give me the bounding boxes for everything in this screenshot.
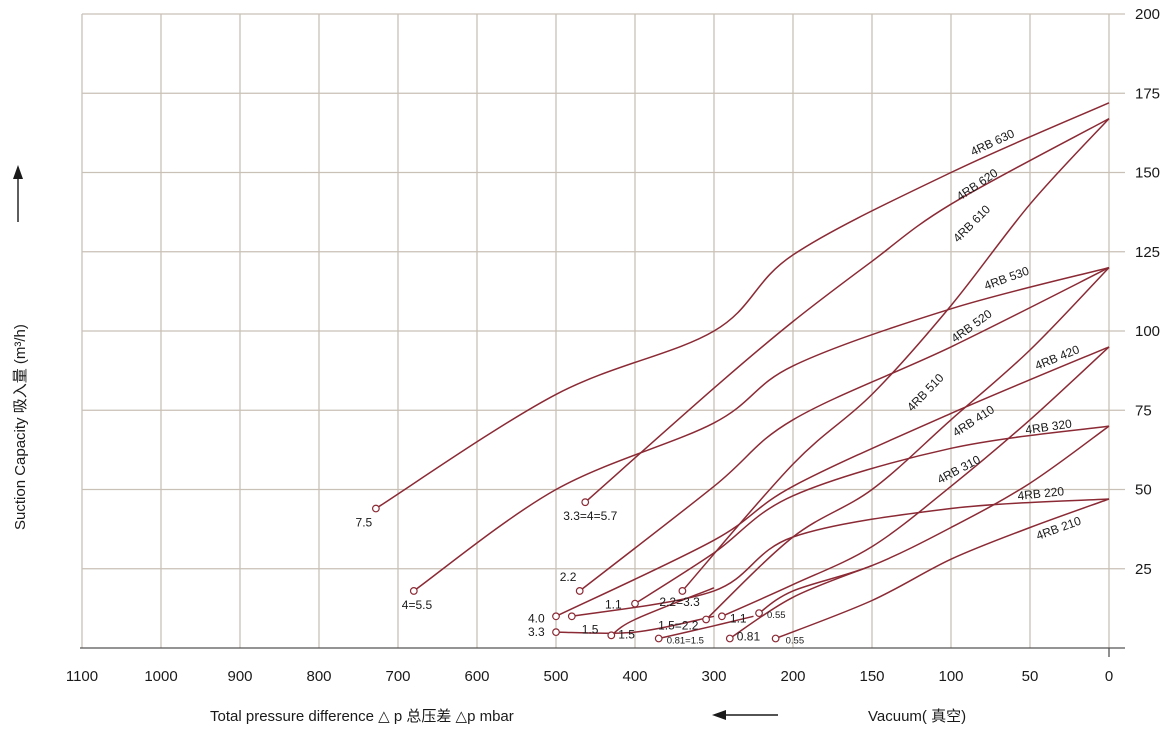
end-marker [567,612,576,621]
end-marker [771,634,780,643]
end-point-label: 2.2 [560,570,577,584]
end-marker [702,615,710,624]
end-point-label: 3.3=4=5.7 [563,509,617,523]
vacuum-label: Vacuum( 真空) [868,707,966,725]
series-line [610,587,715,636]
y-tick-label: 50 [1135,482,1152,499]
end-point-label: 3.3 [528,625,545,639]
y-tick-labels: 25 50 75 100 125 150 175 200 [1135,6,1160,578]
x-tick-label: 150 [859,668,884,685]
end-point-label: 0.55 [786,635,805,646]
end-point-label: 1.5 [582,622,599,636]
end-marker [631,599,639,608]
end-point-label: 0.81=1.5 [667,635,704,646]
end-point-label: 0.55 [767,610,786,621]
x-tick-label: 200 [780,668,805,685]
series-line [375,102,1110,510]
series-name-label: 4RB 610 [950,202,993,245]
end-markers [371,498,780,643]
end-point-labels: 7.5 3.3=4=5.7 2.2=3.3 4=5.5 2.2 1.5=2.2 4.0 1.1… [356,509,805,646]
end-marker [654,634,663,643]
end-marker [607,631,616,640]
x-tick-label: 1000 [144,668,177,685]
series-line [413,266,1110,592]
x-tick-label: 400 [622,668,647,685]
series-line [555,615,715,635]
y-tick-label: 125 [1135,244,1160,261]
end-marker [575,587,584,595]
y-tick-label: 100 [1135,323,1160,340]
end-marker [755,609,763,618]
series-line [658,615,754,640]
y-tick-label: 150 [1135,165,1160,182]
end-point-label: 7.5 [356,516,373,530]
series-line [758,425,1110,614]
x-tick-label: 700 [385,668,410,685]
end-marker [552,628,560,637]
series-line [681,118,1110,592]
x-tick-label: 900 [227,668,252,685]
x-axis-title: Total pressure difference △ p 总压差 △p mba… [210,708,514,725]
series-line [571,498,1110,618]
y-tick-label: 75 [1135,402,1152,419]
end-point-label: 4.0 [528,611,545,625]
end-marker [552,612,560,621]
series-line [555,346,1110,617]
end-marker [371,504,380,513]
series-line [705,267,1110,621]
series-name-label: 4RB 410 [950,402,997,439]
x-tick-label: 50 [1022,668,1039,685]
y-arrow [13,165,23,222]
end-point-label: 1.1 [605,598,622,612]
x-arrow [712,710,778,720]
x-tick-label: 100 [938,668,963,685]
end-marker [718,612,726,621]
curves [375,102,1110,640]
x-arrow-head [712,710,726,720]
y-axis-title: Suction Capacity 吸入量 (m³/h) [12,324,29,530]
end-marker [678,587,687,595]
x-tick-label: 1100 [66,668,98,685]
series-line [721,346,1110,617]
end-point-label: 1.5 [618,627,635,641]
series-line [634,425,1110,605]
series-name-label: 4RB 310 [935,452,983,486]
x-tick-labels: 1100 1000 900 800 700 600 500 400 300 200 150 100 50… [66,668,1113,685]
end-point-label: 4=5.5 [402,598,433,612]
grid [80,13,1125,657]
y-tick-label: 175 [1135,85,1160,102]
series-name-label: 4RB 520 [949,306,995,345]
end-marker [581,498,590,507]
y-arrow-head [13,165,23,179]
series-line [584,117,1110,503]
series-line [729,564,873,640]
series-name-label: 4RB 320 [1024,417,1073,437]
series-name-label: 4RB 620 [954,166,1001,204]
end-point-label: 0.81 [737,629,761,643]
end-marker [409,587,418,595]
y-tick-label: 200 [1135,6,1160,23]
series-name-label: 4RB 210 [1034,514,1083,543]
x-tick-label: 0 [1105,668,1113,685]
x-tick-label: 600 [464,668,489,685]
series-line [775,498,1110,640]
x-tick-label: 800 [306,668,331,685]
end-point-label: 2.2=3.3 [659,595,700,609]
x-tick-label: 300 [701,668,726,685]
y-tick-label: 25 [1135,561,1152,578]
series-name-label: 4RB 220 [1017,484,1065,503]
series-line [579,266,1110,592]
x-tick-label: 500 [543,668,568,685]
end-marker [725,634,734,643]
series-name-label: 4RB 510 [904,371,947,415]
end-point-label: 1.1 [730,611,747,625]
end-point-label: 1.5=2.2 [658,618,699,632]
